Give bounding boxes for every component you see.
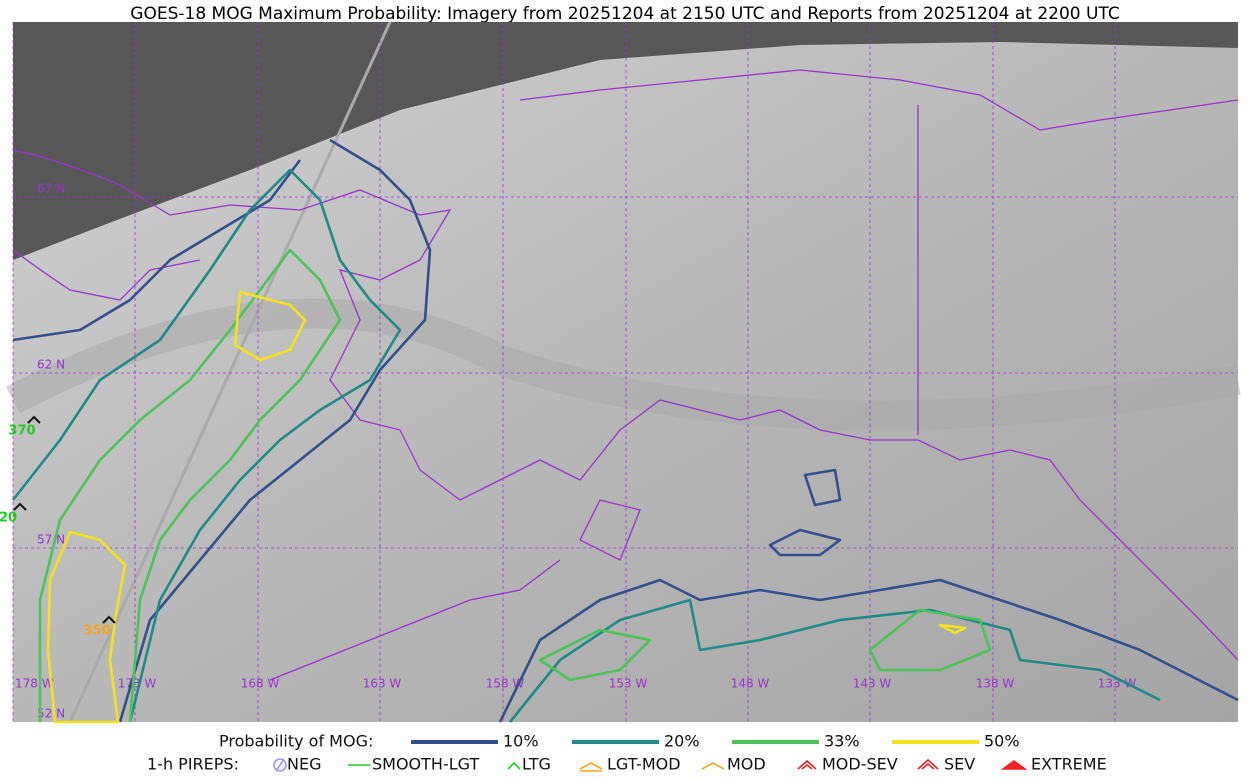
chukotka	[12, 249, 201, 301]
legend-title: Probability of MOG:	[219, 732, 373, 751]
pirep-label: NEG	[287, 755, 321, 774]
pireps-title: 1-h PIREPS:	[147, 755, 239, 774]
coast-main	[12, 149, 1239, 661]
map: 67 N 62 N 57 N 52 N 178 W 173 W 168 W 163 W 158 …	[0, 21, 1241, 724]
contour-10	[768, 468, 842, 557]
contour-50	[938, 623, 967, 635]
pirep-reports: 370 20 350	[0, 415, 116, 639]
longitude-label: 163 W	[363, 677, 402, 691]
peninsula	[269, 559, 561, 681]
longitude-label: 173 W	[118, 677, 157, 691]
contour-33	[38, 248, 342, 723]
pirep-symbol	[579, 762, 603, 772]
cloud-band	[6, 298, 1241, 431]
legend: Probability of MOG: 10% 20% 33% 50% 1-h PIREP…	[147, 732, 1107, 774]
latitude-label: 52 N	[37, 707, 65, 721]
longitude-label: 143 W	[853, 677, 892, 691]
pirep-label: LTG	[522, 755, 551, 774]
contour-20	[508, 598, 1161, 723]
pirep-label: MOD	[727, 755, 766, 774]
pirep-label: LGT-MOD	[607, 755, 681, 774]
pirep-label: EXTREME	[1031, 755, 1107, 774]
legend-label: 20%	[664, 732, 700, 751]
contour-10	[498, 578, 1239, 723]
coastlines	[12, 69, 1239, 681]
pirep-symbol	[917, 758, 939, 770]
contour-20	[11, 168, 402, 723]
orbit-seam	[68, 21, 392, 723]
pirep-symbol	[701, 762, 725, 770]
pirep-symbol	[507, 761, 521, 770]
legend-label: 50%	[984, 732, 1020, 751]
longitude-label: 148 W	[731, 677, 770, 691]
longitude-label: 138 W	[976, 677, 1015, 691]
pirep-symbol	[1000, 760, 1028, 770]
legend-label: 33%	[824, 732, 860, 751]
longitude-label: 178 W	[15, 677, 54, 691]
latitude-label: 67 N	[37, 182, 65, 196]
contours	[11, 138, 1239, 724]
contour-50	[233, 290, 307, 362]
contour-10	[12, 159, 302, 342]
pirep-symbol	[273, 758, 287, 772]
pirep-label: SEV	[944, 755, 975, 774]
latitude-label: 62 N	[37, 358, 65, 372]
coast-north	[519, 69, 1239, 131]
contour-10	[118, 138, 432, 723]
space-background	[13, 22, 1238, 260]
report-label: 20	[0, 511, 17, 526]
longitude-label: 153 W	[609, 677, 648, 691]
report-label: 350	[83, 624, 110, 639]
pirep-label: SMOOTH-LGT	[372, 755, 479, 774]
longitude-label: 168 W	[241, 677, 280, 691]
legend-label: 10%	[503, 732, 539, 751]
island	[579, 499, 641, 561]
title: GOES-18 MOG Maximum Probability: Imagery…	[130, 4, 1119, 24]
longitude-label: 158 W	[486, 677, 525, 691]
report-symbol	[13, 502, 27, 511]
pirep-label: MOD-SEV	[822, 755, 898, 774]
report-symbol	[27, 415, 41, 424]
longitude-label: 133 W	[1098, 677, 1137, 691]
report-symbol	[102, 615, 116, 624]
contour-50	[46, 530, 127, 724]
contour-33	[538, 608, 992, 682]
pirep-symbol	[797, 759, 817, 770]
latitude-label: 57 N	[37, 533, 65, 547]
report-label: 370	[8, 424, 35, 439]
